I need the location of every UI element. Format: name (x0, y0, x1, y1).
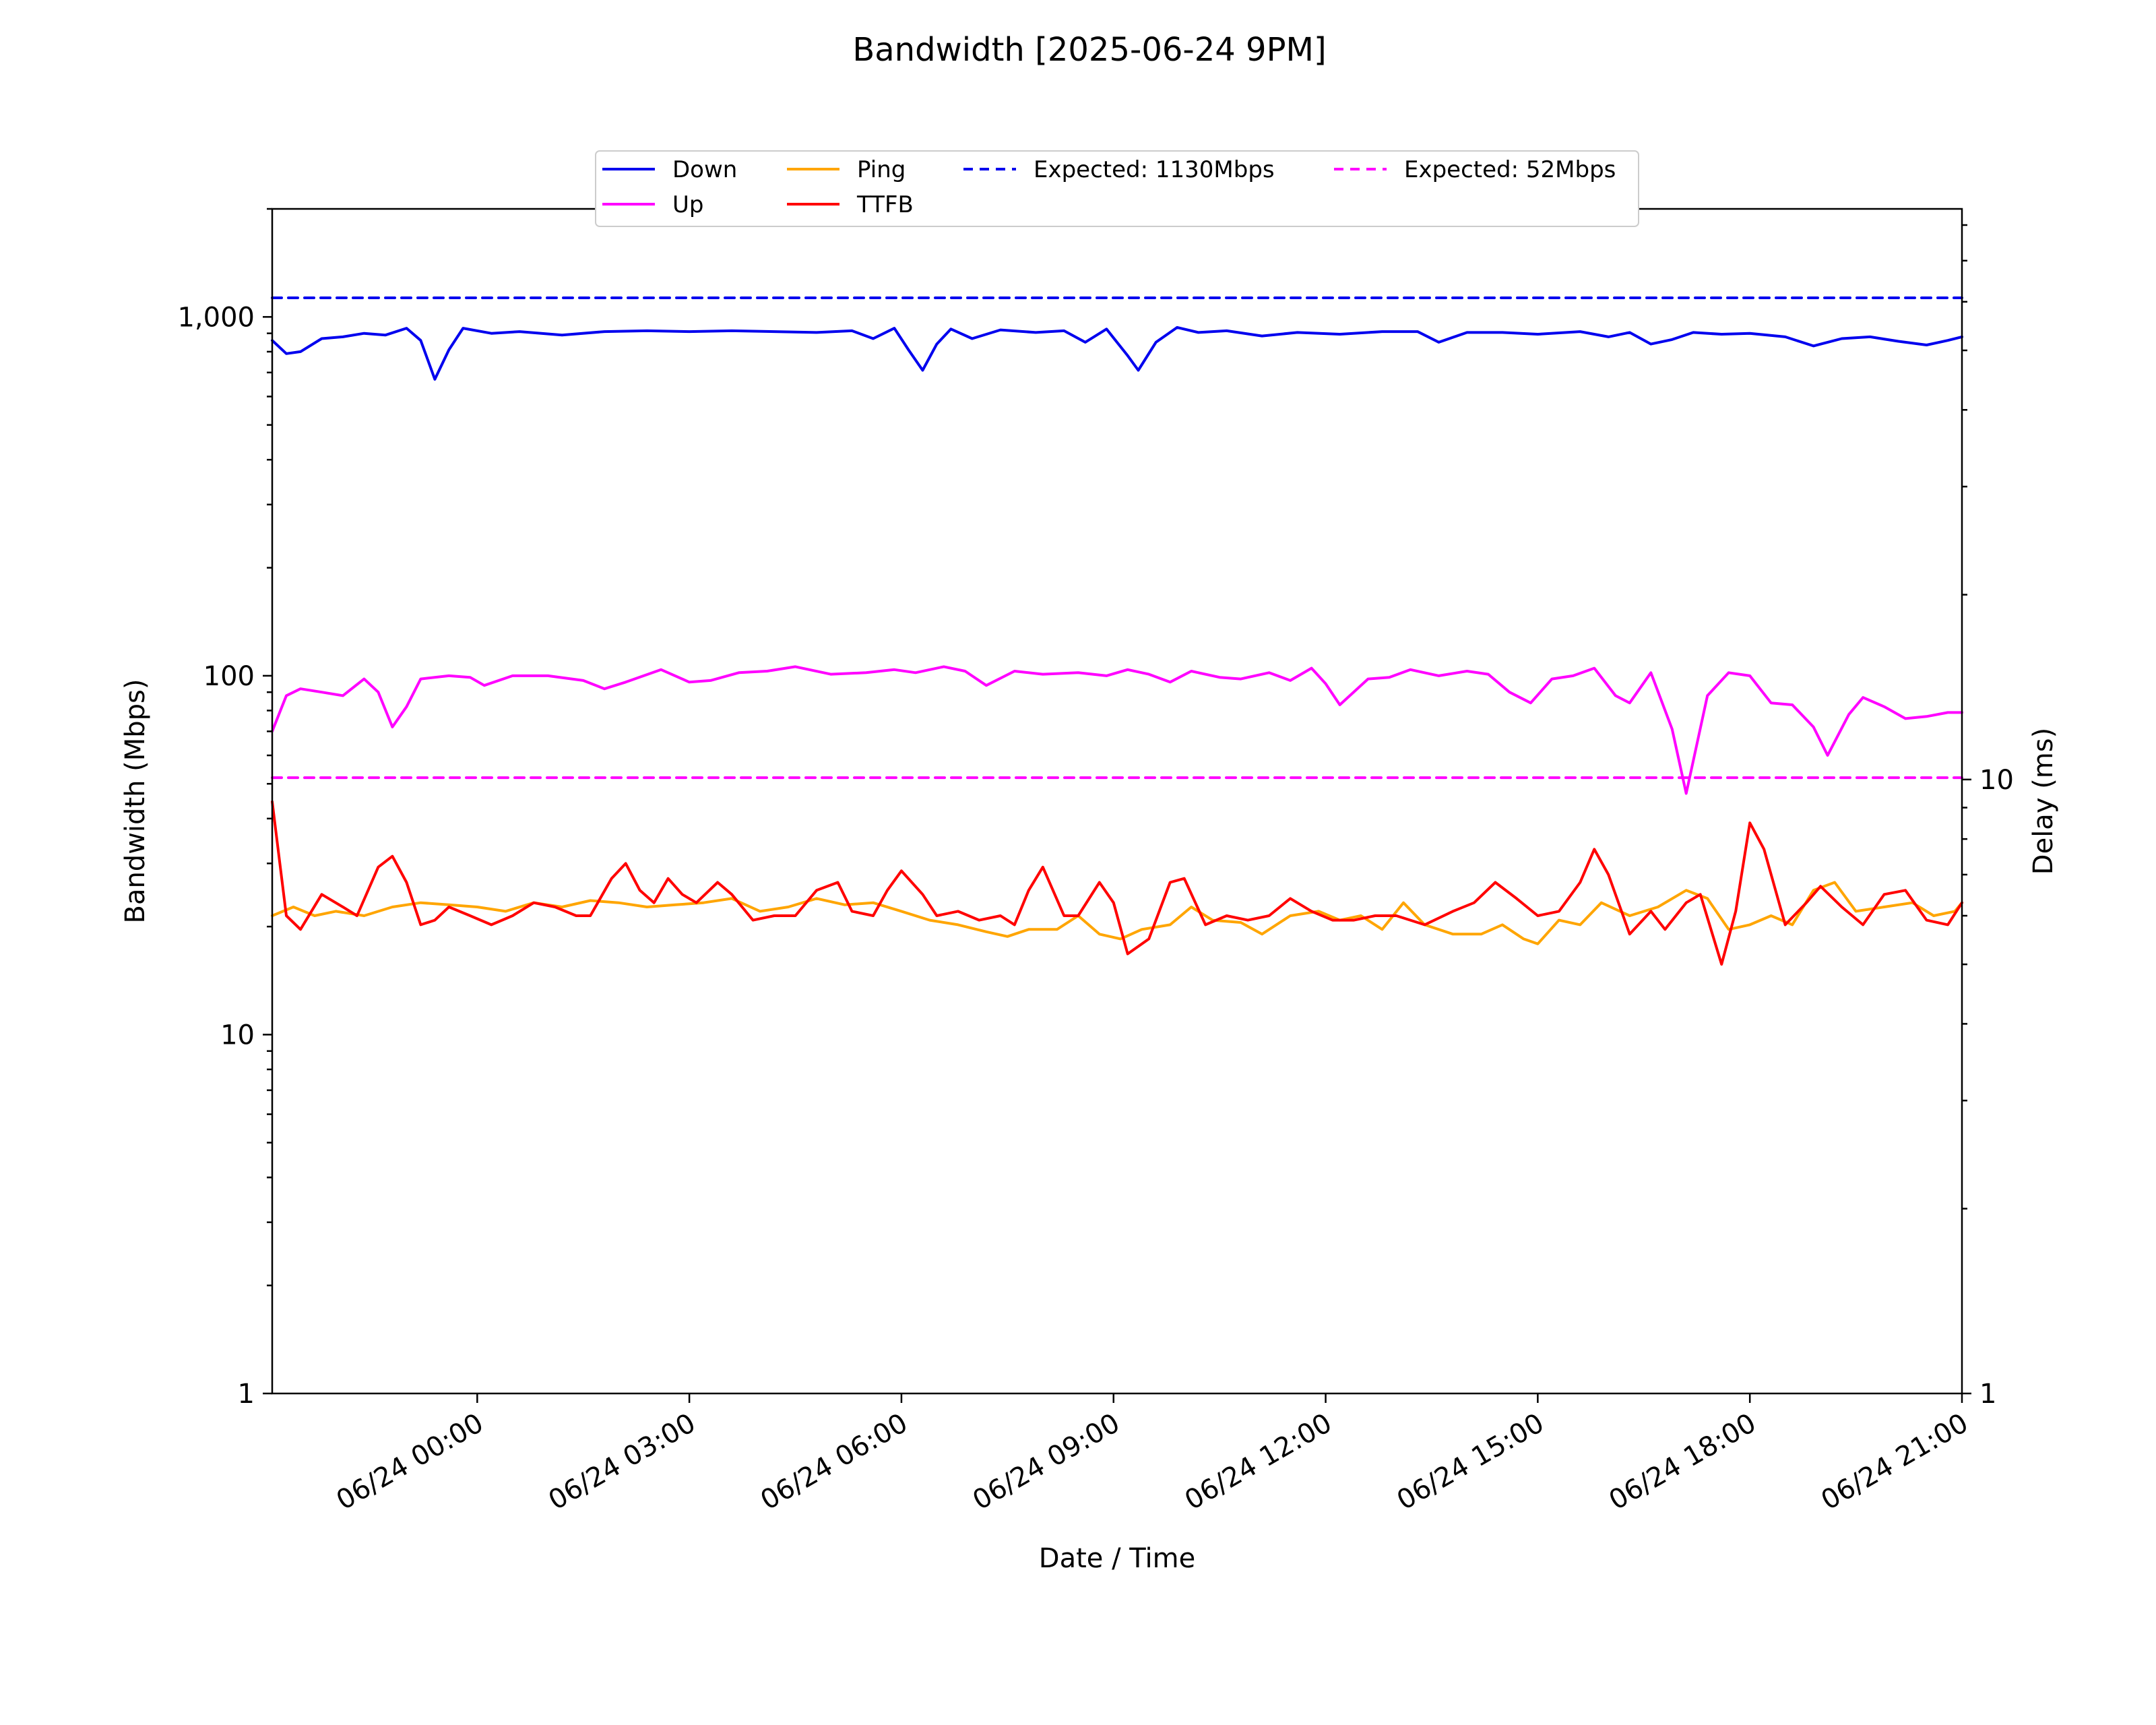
legend-label: Up (672, 191, 703, 218)
right-y-axis: 1 10 (1962, 224, 2014, 1410)
legend-label: Ping (857, 156, 906, 183)
legend-label: TTFB (856, 191, 914, 218)
x-tick-label: 06/24 15:00 (1392, 1408, 1550, 1516)
right-y-tick-label: 1 (1979, 1379, 1996, 1410)
x-tick-label: 06/24 06:00 (755, 1408, 913, 1516)
legend-label: Down (672, 156, 737, 183)
left-y-axis-label: Bandwidth (Mbps) (120, 679, 151, 923)
left-y-axis: 1 10 100 1,000 (177, 208, 272, 1410)
left-y-tick-label: 1 (238, 1379, 255, 1410)
legend-item-ping: Ping (787, 156, 906, 183)
legend-item-expected-52mbps: Expected: 52Mbps (1334, 156, 1616, 183)
right-y-axis-label: Delay (ms) (2028, 728, 2059, 875)
legend-label: Expected: 1130Mbps (1034, 156, 1275, 183)
series-line-up (271, 665, 1963, 795)
x-tick-label: 06/24 18:00 (1604, 1408, 1762, 1516)
x-tick-label: 06/24 21:00 (1816, 1408, 1973, 1516)
legend: Down Up Ping TTFB Expected: 1130Mbps Expected… (595, 150, 1639, 227)
x-tick-label: 06/24 12:00 (1180, 1408, 1337, 1516)
left-y-tick-label: 1,000 (177, 302, 255, 333)
legend-box (595, 150, 1639, 227)
x-tick-label: 06/24 09:00 (968, 1408, 1125, 1516)
legend-label: Expected: 52Mbps (1404, 156, 1616, 183)
legend-item-up: Up (602, 191, 703, 218)
series-line-ping (271, 881, 1963, 945)
series-line-down (271, 325, 1963, 381)
series-line-ttfb (271, 800, 1963, 966)
right-y-tick-label: 10 (1979, 765, 2014, 796)
legend-item-ttfb: TTFB (787, 191, 914, 218)
x-tick-label: 06/24 00:00 (331, 1408, 489, 1516)
legend-item-expected-1130mbps: Expected: 1130Mbps (963, 156, 1275, 183)
plot-frame (271, 208, 1963, 1395)
legend-item-down: Down (602, 156, 737, 183)
series-layer (271, 296, 1963, 966)
x-axis-label: Date / Time (1039, 1543, 1195, 1574)
left-y-tick-label: 10 (220, 1020, 255, 1050)
chart-title: Bandwidth [2025-06-24 9PM] (852, 31, 1326, 69)
x-axis: 06/24 00:00 06/24 03:00 06/24 06:00 06/24 0… (331, 1393, 1973, 1516)
left-y-tick-label: 100 (203, 661, 255, 692)
x-tick-label: 06/24 03:00 (543, 1408, 701, 1516)
